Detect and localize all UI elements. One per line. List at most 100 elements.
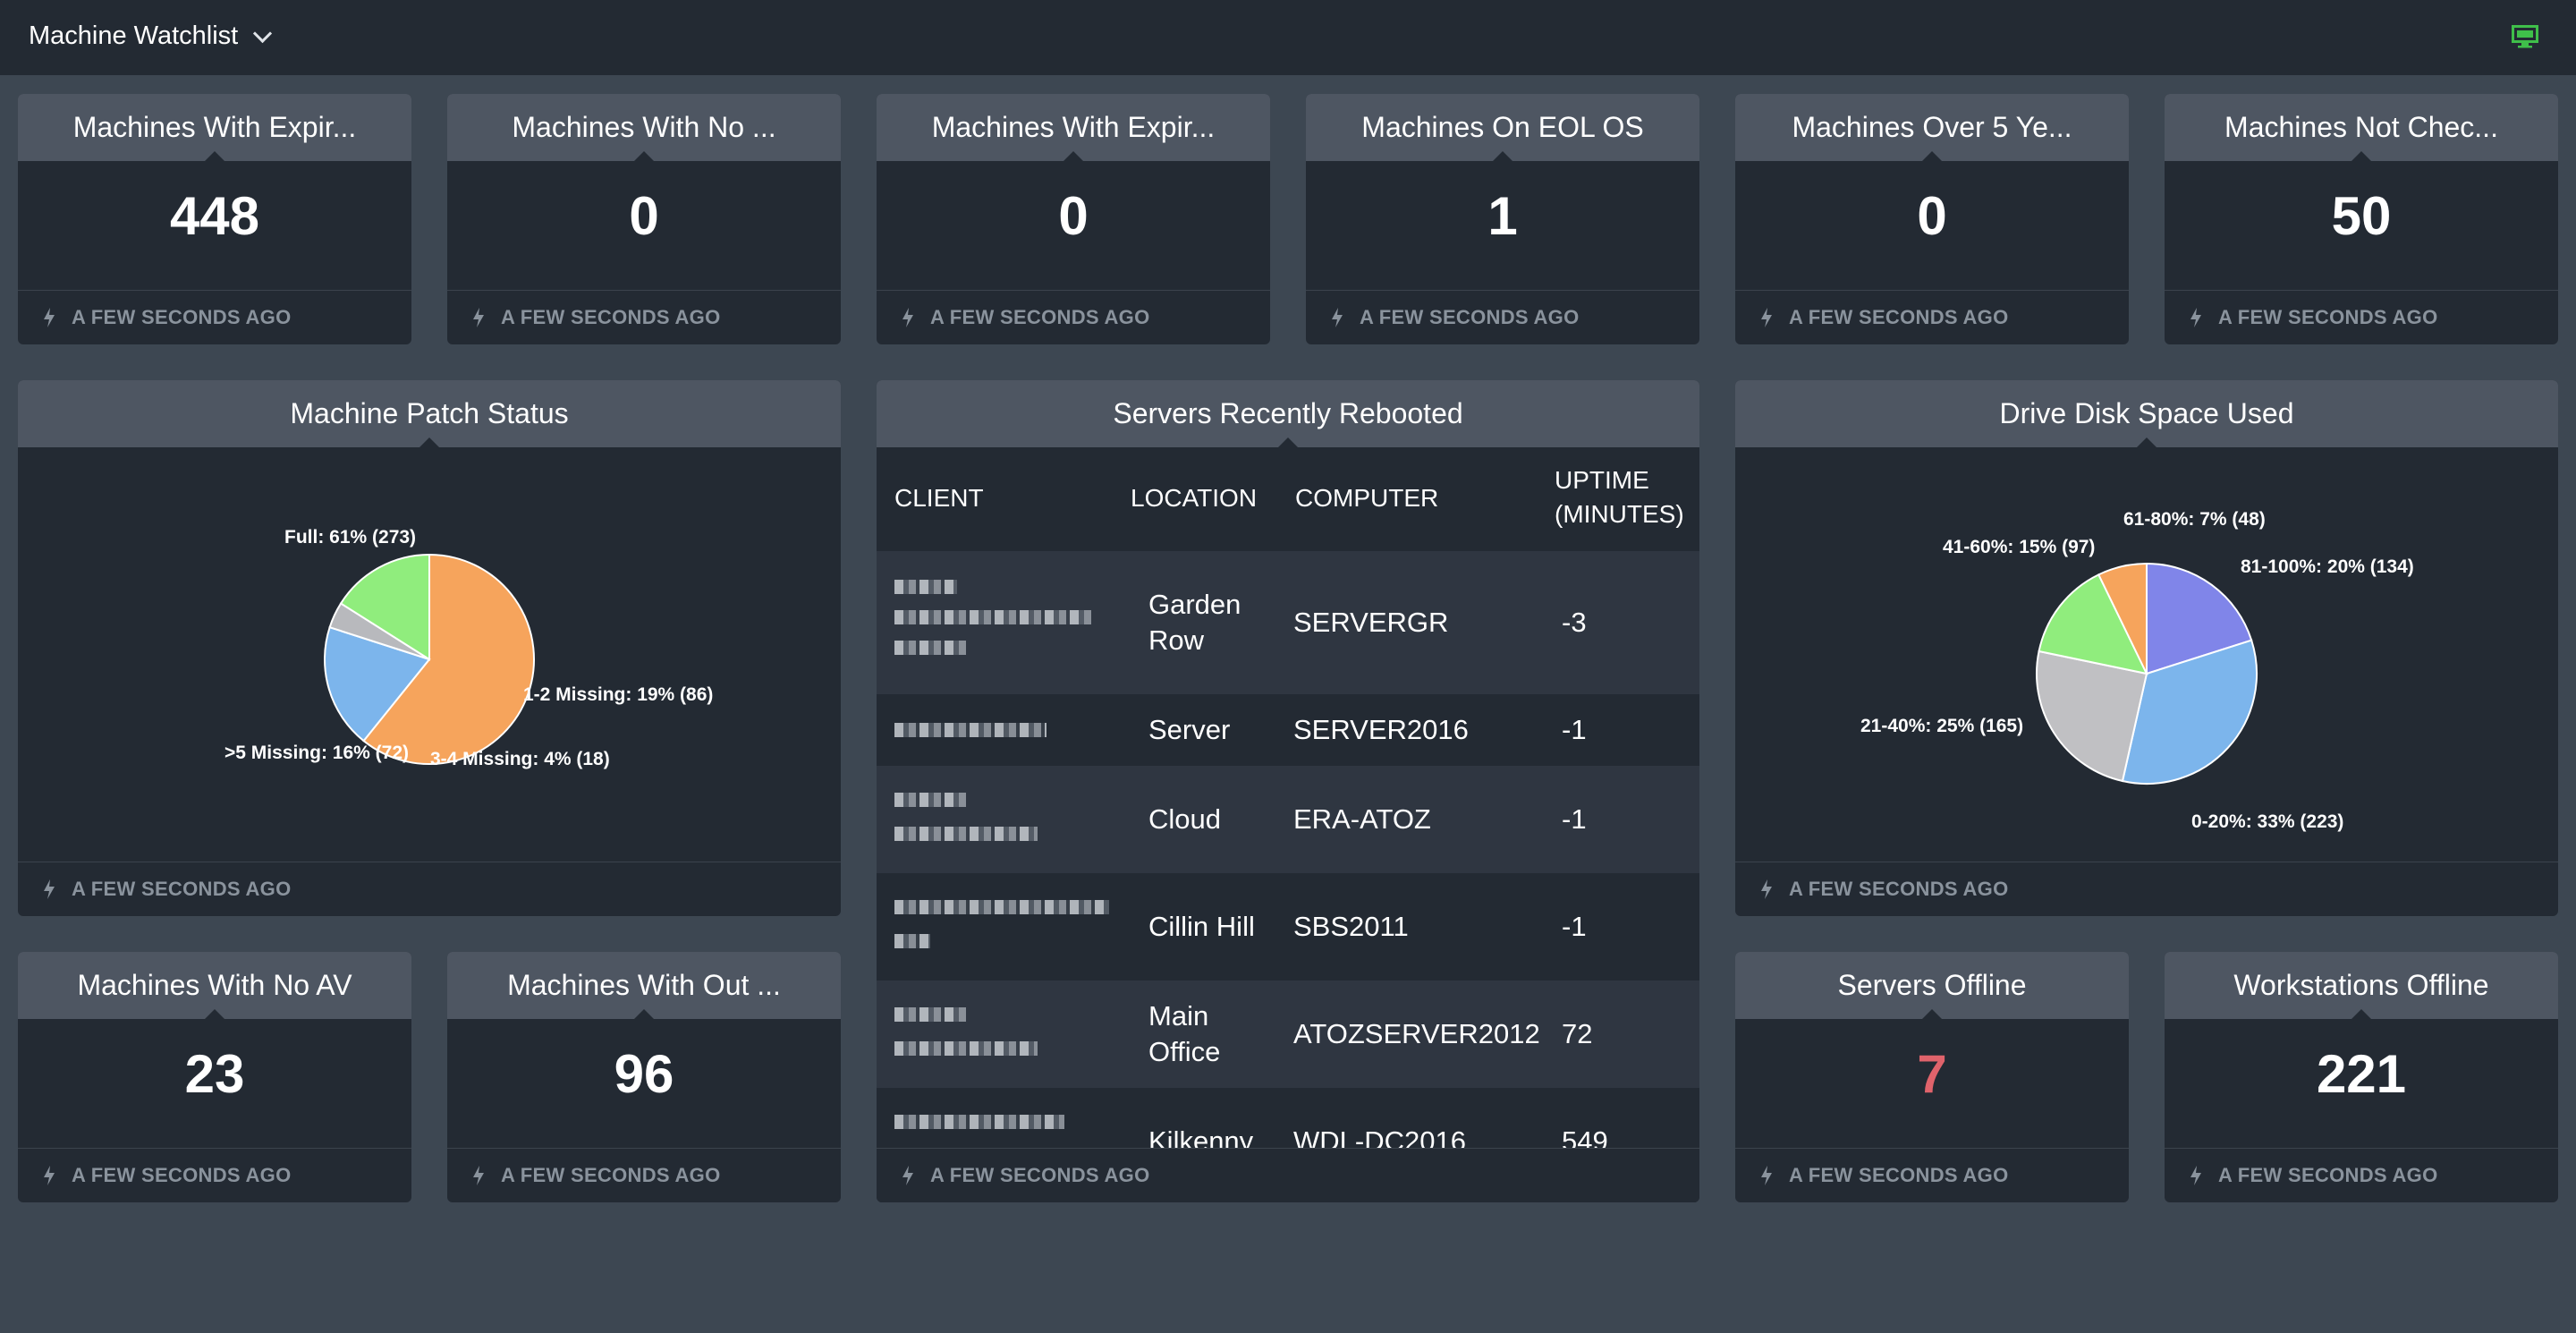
stat-card[interactable]: Machines On EOL OS 1 A FEW SECONDS AGO xyxy=(1306,94,1699,344)
cell-uptime: -1 xyxy=(1562,911,1587,942)
pie-slice[interactable] xyxy=(2097,562,2148,675)
redacted-client xyxy=(894,723,1046,737)
cell-location: Cloud xyxy=(1148,803,1221,835)
updated-label: A FEW SECONDS AGO xyxy=(72,878,292,900)
card-value: 23 xyxy=(184,1044,245,1104)
lightning-icon xyxy=(473,1166,484,1185)
card-footer: A FEW SECONDS AGO xyxy=(2165,1148,2558,1202)
cell-uptime: 72 xyxy=(1562,1018,1593,1049)
panel-title: Machine Patch Status xyxy=(290,397,569,429)
stat-card[interactable]: Workstations Offline 221 A FEW SECONDS A… xyxy=(2165,952,2558,1202)
column-header-client[interactable]: CLIENT xyxy=(894,484,984,512)
card-footer: A FEW SECONDS AGO xyxy=(447,1148,841,1202)
disk-space-pie-chart[interactable]: 81-100%: 20% (134) 0-20%: 33% (223) 21-40%… xyxy=(1735,447,2558,862)
updated-label: A FEW SECONDS AGO xyxy=(930,1164,1150,1186)
updated-label: A FEW SECONDS AGO xyxy=(72,1164,292,1186)
cell-location: Cillin Hill xyxy=(1148,911,1255,942)
panel-header: Servers Recently Rebooted xyxy=(877,380,1699,448)
cell-computer: ERA-ATOZ xyxy=(1293,803,1431,835)
cell-location: Garden Row xyxy=(1148,589,1241,656)
pie-slice[interactable] xyxy=(2036,650,2148,783)
cell-computer: WDL-DC2016 xyxy=(1293,1125,1466,1149)
lightning-icon xyxy=(44,1166,55,1185)
lightning-icon xyxy=(1761,879,1772,899)
card-footer: A FEW SECONDS AGO xyxy=(447,290,841,344)
panel-footer: A FEW SECONDS AGO xyxy=(877,1148,1699,1202)
column-header-computer[interactable]: COMPUTER xyxy=(1295,484,1439,512)
pie-slice[interactable] xyxy=(362,553,535,765)
card-header: Machines On EOL OS xyxy=(1306,94,1699,162)
chevron-down-icon xyxy=(253,23,273,44)
pie-data-label: Full: 61% (273) xyxy=(284,527,416,548)
pie-data-label: 21-40%: 25% (165) xyxy=(1860,716,2023,736)
stat-card[interactable]: Machines Not Chec... 50 A FEW SECONDS AG… xyxy=(2165,94,2558,344)
cell-computer: SERVERGR xyxy=(1293,607,1449,638)
dashboard-title: Machine Watchlist xyxy=(29,21,239,50)
stat-card[interactable]: Machines With No ... 0 A FEW SECONDS AGO xyxy=(447,94,841,344)
stat-card[interactable]: Machines With Out ... 96 A FEW SECONDS A… xyxy=(447,952,841,1202)
top-bar: Machine Watchlist xyxy=(0,0,2576,75)
table-row[interactable]: Kilkenny WDL-DC2016 549 xyxy=(877,1088,1699,1149)
table-header: CLIENT LOCATION COMPUTER UPTIME (MINUTES… xyxy=(877,447,1699,551)
patch-status-panel[interactable]: Machine Patch Status Full: 61% (273) 1-2 … xyxy=(18,380,841,916)
card-header: Machines Not Chec... xyxy=(2165,94,2558,162)
dashboard-selector[interactable]: Machine Watchlist xyxy=(29,21,273,51)
card-footer: A FEW SECONDS AGO xyxy=(1306,290,1699,344)
updated-label: A FEW SECONDS AGO xyxy=(1789,878,2009,900)
updated-label: A FEW SECONDS AGO xyxy=(501,306,721,328)
disk-space-panel[interactable]: Drive Disk Space Used 81-100%: 20% (134)… xyxy=(1735,380,2558,916)
column-header-location[interactable]: LOCATION xyxy=(1131,484,1258,512)
table-row[interactable]: Cloud ERA-ATOZ -1 xyxy=(877,766,1699,873)
card-header: Machines With No ... xyxy=(447,94,841,162)
pie-slice[interactable] xyxy=(2038,573,2148,675)
stat-card[interactable]: Servers Offline 7 A FEW SECONDS AGO xyxy=(1735,952,2129,1202)
table-row[interactable]: Main Office ATOZSERVER2012 72 xyxy=(877,981,1699,1088)
stat-card[interactable]: Machines With No AV 23 A FEW SECONDS AGO xyxy=(18,952,411,1202)
card-value: 0 xyxy=(629,186,659,246)
patch-status-pie-chart[interactable]: Full: 61% (273) 1-2 Missing: 19% (86) 3-4 … xyxy=(18,447,841,862)
stat-card[interactable]: Machines Over 5 Ye... 0 A FEW SECONDS AG… xyxy=(1735,94,2129,344)
table-row[interactable]: Garden Row SERVERGR -3 xyxy=(877,551,1699,694)
cell-uptime: -1 xyxy=(1562,803,1587,835)
card-header: Machines Over 5 Ye... xyxy=(1735,94,2129,162)
redacted-client xyxy=(894,827,1038,841)
table-row[interactable]: Cillin Hill SBS2011 -1 xyxy=(877,873,1699,981)
card-value: 96 xyxy=(614,1044,674,1104)
cell-location: Server xyxy=(1148,714,1231,745)
panel-title: Servers Recently Rebooted xyxy=(1113,397,1463,429)
cell-location: Main Office xyxy=(1148,1000,1221,1067)
card-footer: A FEW SECONDS AGO xyxy=(2165,290,2558,344)
lightning-icon xyxy=(902,1166,913,1185)
monitor-icon[interactable] xyxy=(2512,25,2538,48)
pie-data-label: 61-80%: 7% (48) xyxy=(2123,509,2266,530)
pie-slice[interactable] xyxy=(2121,639,2258,785)
updated-label: A FEW SECONDS AGO xyxy=(501,1164,721,1186)
card-title: Machines Over 5 Ye... xyxy=(1792,111,2072,143)
table-row[interactable]: Server SERVER2016 -1 xyxy=(877,694,1699,766)
stat-card[interactable]: Machines With Expir... 0 A FEW SECONDS A… xyxy=(877,94,1270,344)
card-value: 50 xyxy=(2331,186,2392,246)
card-footer: A FEW SECONDS AGO xyxy=(877,290,1270,344)
card-footer: A FEW SECONDS AGO xyxy=(18,1148,411,1202)
pie-slice[interactable] xyxy=(339,553,430,661)
card-value: 7 xyxy=(1917,1044,1947,1104)
card-footer: A FEW SECONDS AGO xyxy=(18,290,411,344)
lightning-icon xyxy=(44,308,55,327)
servers-rebooted-panel[interactable]: Servers Recently Rebooted CLIENT LOCATIO… xyxy=(877,380,1699,1202)
card-title: Machines Not Chec... xyxy=(2224,111,2498,143)
updated-label: A FEW SECONDS AGO xyxy=(2218,306,2438,328)
updated-label: A FEW SECONDS AGO xyxy=(1360,306,1580,328)
card-value: 0 xyxy=(1917,186,1947,246)
servers-table[interactable]: CLIENT LOCATION COMPUTER UPTIME (MINUTES… xyxy=(877,447,1699,1149)
pie-slice[interactable] xyxy=(324,625,431,743)
card-header: Machines With Expir... xyxy=(18,94,411,162)
column-header-uptime[interactable]: UPTIME (MINUTES) xyxy=(1555,466,1684,528)
updated-label: A FEW SECONDS AGO xyxy=(2218,1164,2438,1186)
pie-data-label: 1-2 Missing: 19% (86) xyxy=(523,684,713,705)
redacted-client xyxy=(894,934,930,948)
card-value: 221 xyxy=(2316,1044,2407,1104)
cell-computer: ATOZSERVER2012 xyxy=(1293,1018,1540,1049)
pie-slice[interactable] xyxy=(2146,562,2253,675)
pie-data-label: 0-20%: 33% (223) xyxy=(2191,811,2343,832)
stat-card[interactable]: Machines With Expir... 448 A FEW SECONDS… xyxy=(18,94,411,344)
